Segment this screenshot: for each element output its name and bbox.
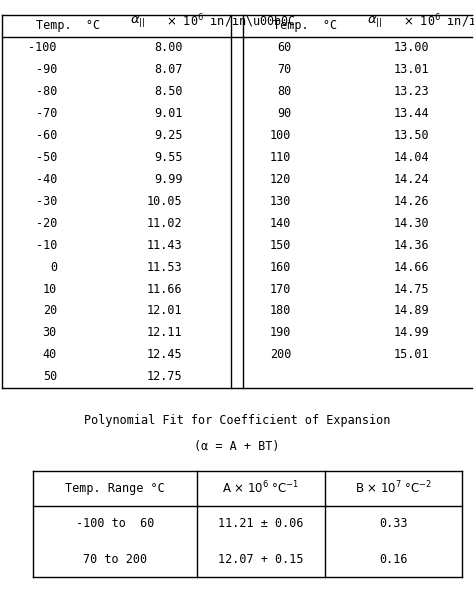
- Text: -50: -50: [36, 151, 57, 164]
- Text: 8.00: 8.00: [154, 41, 182, 54]
- Text: 14.30: 14.30: [393, 217, 429, 230]
- Text: 100: 100: [270, 129, 292, 142]
- Text: 12.01: 12.01: [147, 304, 182, 317]
- Text: (α = A + BT): (α = A + BT): [194, 440, 280, 453]
- Text: 90: 90: [277, 107, 292, 120]
- Text: $\times$ 10$^6$ in/in\u00b0C: $\times$ 10$^6$ in/in\u00b0C: [159, 12, 296, 30]
- Text: 14.26: 14.26: [393, 195, 429, 208]
- Text: -80: -80: [36, 85, 57, 98]
- Text: 9.55: 9.55: [154, 151, 182, 164]
- Text: 14.36: 14.36: [393, 239, 429, 252]
- Text: 120: 120: [270, 173, 292, 186]
- Text: 14.99: 14.99: [393, 326, 429, 339]
- Text: 13.50: 13.50: [393, 129, 429, 142]
- Text: 9.99: 9.99: [154, 173, 182, 186]
- Text: 14.66: 14.66: [393, 260, 429, 274]
- Text: 140: 140: [270, 217, 292, 230]
- Text: 160: 160: [270, 260, 292, 274]
- Text: 40: 40: [43, 348, 57, 361]
- Text: 15.01: 15.01: [393, 348, 429, 361]
- Text: B $\times$ 10$^7$ $\degree$C$^{-2}$: B $\times$ 10$^7$ $\degree$C$^{-2}$: [355, 480, 432, 497]
- Text: -70: -70: [36, 107, 57, 120]
- Text: -100: -100: [28, 41, 57, 54]
- Text: 20: 20: [43, 304, 57, 317]
- Text: Temp.  °C: Temp. °C: [36, 20, 100, 33]
- Text: 60: 60: [277, 41, 292, 54]
- Text: 11.02: 11.02: [147, 217, 182, 230]
- Text: 170: 170: [270, 282, 292, 295]
- Text: 9.25: 9.25: [154, 129, 182, 142]
- Text: 150: 150: [270, 239, 292, 252]
- Text: 14.04: 14.04: [393, 151, 429, 164]
- Text: -90: -90: [36, 63, 57, 76]
- Text: 12.45: 12.45: [147, 348, 182, 361]
- Text: -60: -60: [36, 129, 57, 142]
- Text: 14.89: 14.89: [393, 304, 429, 317]
- Text: 12.07 + 0.15: 12.07 + 0.15: [218, 553, 303, 566]
- Text: 12.75: 12.75: [147, 370, 182, 383]
- Text: 70: 70: [277, 63, 292, 76]
- Text: 9.01: 9.01: [154, 107, 182, 120]
- Text: 13.00: 13.00: [393, 41, 429, 54]
- Text: Polynomial Fit for Coefficient of Expansion: Polynomial Fit for Coefficient of Expans…: [84, 414, 390, 427]
- Text: 0.33: 0.33: [379, 517, 408, 530]
- Text: -20: -20: [36, 217, 57, 230]
- Text: 14.75: 14.75: [393, 282, 429, 295]
- Text: 70 to 200: 70 to 200: [83, 553, 147, 566]
- Text: 50: 50: [43, 370, 57, 383]
- Text: 190: 190: [270, 326, 292, 339]
- Text: 30: 30: [43, 326, 57, 339]
- Text: 8.07: 8.07: [154, 63, 182, 76]
- Text: 0.16: 0.16: [379, 553, 408, 566]
- Text: 11.43: 11.43: [147, 239, 182, 252]
- Text: -10: -10: [36, 239, 57, 252]
- Text: 11.21 ± 0.06: 11.21 ± 0.06: [218, 517, 303, 530]
- Text: 200: 200: [270, 348, 292, 361]
- Text: 80: 80: [277, 85, 292, 98]
- Text: 180: 180: [270, 304, 292, 317]
- Text: 11.53: 11.53: [147, 260, 182, 274]
- Text: -30: -30: [36, 195, 57, 208]
- Text: 110: 110: [270, 151, 292, 164]
- Text: 10: 10: [43, 282, 57, 295]
- Text: $\times$ 10$^6$ in/in\u00b0C: $\times$ 10$^6$ in/in\u00b0C: [396, 12, 474, 30]
- Text: 11.66: 11.66: [147, 282, 182, 295]
- Text: 12.11: 12.11: [147, 326, 182, 339]
- Text: Temp.  °C: Temp. °C: [273, 20, 337, 33]
- Text: 13.23: 13.23: [393, 85, 429, 98]
- Text: 13.01: 13.01: [393, 63, 429, 76]
- Text: A $\times$ 10$^6$ $\degree$C$^{-1}$: A $\times$ 10$^6$ $\degree$C$^{-1}$: [222, 480, 300, 497]
- Text: 14.24: 14.24: [393, 173, 429, 186]
- Text: 0: 0: [50, 260, 57, 274]
- Text: Temp. Range °C: Temp. Range °C: [65, 482, 165, 495]
- Text: 130: 130: [270, 195, 292, 208]
- Text: 10.05: 10.05: [147, 195, 182, 208]
- Text: 8.50: 8.50: [154, 85, 182, 98]
- Text: -40: -40: [36, 173, 57, 186]
- Text: -100 to  60: -100 to 60: [76, 517, 154, 530]
- Text: 13.44: 13.44: [393, 107, 429, 120]
- Text: $\alpha_{||}$: $\alpha_{||}$: [130, 14, 146, 28]
- Text: $\alpha_{||}$: $\alpha_{||}$: [367, 14, 383, 28]
